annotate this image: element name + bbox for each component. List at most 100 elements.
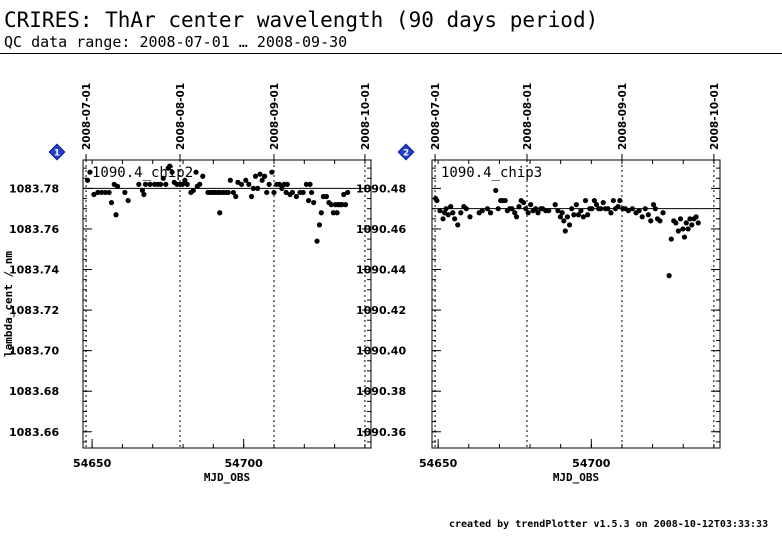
data-point xyxy=(330,210,337,216)
data-point xyxy=(225,189,231,196)
data-point xyxy=(303,181,310,187)
data-point xyxy=(677,216,684,222)
data-point xyxy=(264,189,270,196)
data-point xyxy=(569,206,575,212)
y-axis-label: lambda_cent / nm xyxy=(2,251,15,357)
data-point xyxy=(269,169,275,175)
data-point xyxy=(555,208,561,214)
data-point xyxy=(257,171,263,177)
y-tick-label: 1090.42 xyxy=(356,304,406,317)
data-point xyxy=(673,220,679,226)
x-tick-label: 54650 xyxy=(419,457,458,470)
data-point xyxy=(113,212,119,218)
y-tick-label: 1090.38 xyxy=(356,385,406,398)
data-point xyxy=(311,199,317,206)
data-point xyxy=(217,210,223,216)
data-point xyxy=(452,216,458,222)
data-point xyxy=(193,169,199,175)
data-point xyxy=(582,197,589,204)
data-point xyxy=(200,173,206,179)
data-point xyxy=(122,189,128,196)
data-point xyxy=(318,210,324,216)
data-point xyxy=(308,189,315,196)
y-tick-label: 1090.48 xyxy=(356,182,406,195)
data-point xyxy=(578,208,584,214)
data-point xyxy=(230,189,236,196)
data-point xyxy=(158,181,164,187)
data-point xyxy=(445,212,451,218)
data-point xyxy=(125,197,131,204)
data-point xyxy=(660,210,666,216)
data-point xyxy=(559,210,565,216)
data-point xyxy=(316,222,323,228)
data-point xyxy=(593,202,600,208)
data-point xyxy=(197,181,203,187)
data-point xyxy=(283,189,289,196)
data-point xyxy=(648,218,654,224)
data-point xyxy=(160,175,166,181)
data-point xyxy=(629,206,635,212)
data-point xyxy=(668,236,674,242)
data-point xyxy=(339,202,345,208)
y-tick-label: 1083.68 xyxy=(9,385,59,398)
data-point xyxy=(552,202,558,208)
data-point xyxy=(190,187,196,194)
data-point xyxy=(573,202,579,208)
data-point xyxy=(600,199,606,206)
data-point xyxy=(443,206,449,212)
data-point xyxy=(289,189,296,196)
x-axis-label: MJD_OBS xyxy=(553,471,599,484)
data-point xyxy=(84,177,91,183)
data-point xyxy=(650,202,657,208)
data-point xyxy=(345,189,351,196)
data-point xyxy=(271,189,277,196)
date-tick-label: 2008-10-01 xyxy=(360,83,372,150)
data-point xyxy=(434,197,440,204)
data-point xyxy=(136,181,142,187)
data-point xyxy=(139,187,146,194)
data-point xyxy=(91,191,97,198)
data-point xyxy=(182,177,188,183)
data-point xyxy=(532,206,539,212)
data-point xyxy=(493,187,499,194)
panel-label: 1090.4_chip2 xyxy=(92,165,193,181)
data-point xyxy=(266,181,272,187)
panel-label: 1090.4_chip3 xyxy=(441,165,542,181)
data-point xyxy=(617,197,623,204)
data-point xyxy=(227,177,233,183)
data-point xyxy=(680,226,686,232)
data-point xyxy=(448,204,454,210)
data-point xyxy=(546,208,552,214)
plot-frame xyxy=(82,159,372,449)
data-point xyxy=(328,202,334,208)
data-point xyxy=(615,204,621,210)
data-point xyxy=(575,212,582,218)
data-point xyxy=(502,197,508,204)
data-point xyxy=(463,206,469,212)
data-point xyxy=(585,212,591,218)
data-point xyxy=(564,214,571,220)
data-point xyxy=(608,210,614,216)
panel-marker-number: 1 xyxy=(54,149,60,159)
data-point xyxy=(598,206,604,212)
data-point xyxy=(259,177,265,183)
data-point xyxy=(495,206,501,212)
title-divider xyxy=(0,53,782,54)
data-point xyxy=(106,189,112,196)
data-point xyxy=(450,210,456,216)
data-point xyxy=(528,202,534,208)
data-point xyxy=(246,181,252,187)
y-tick-label: 1083.72 xyxy=(9,304,59,317)
data-point xyxy=(255,185,261,191)
data-point xyxy=(484,206,491,212)
page-title: CRIRES: ThAr center wavelength (90 days … xyxy=(4,8,599,32)
data-point xyxy=(276,181,283,187)
y-tick-label: 1083.76 xyxy=(9,223,59,236)
data-point xyxy=(479,208,485,214)
data-point xyxy=(562,228,568,234)
data-point xyxy=(487,210,494,216)
data-point xyxy=(591,197,597,204)
data-point xyxy=(525,210,531,216)
